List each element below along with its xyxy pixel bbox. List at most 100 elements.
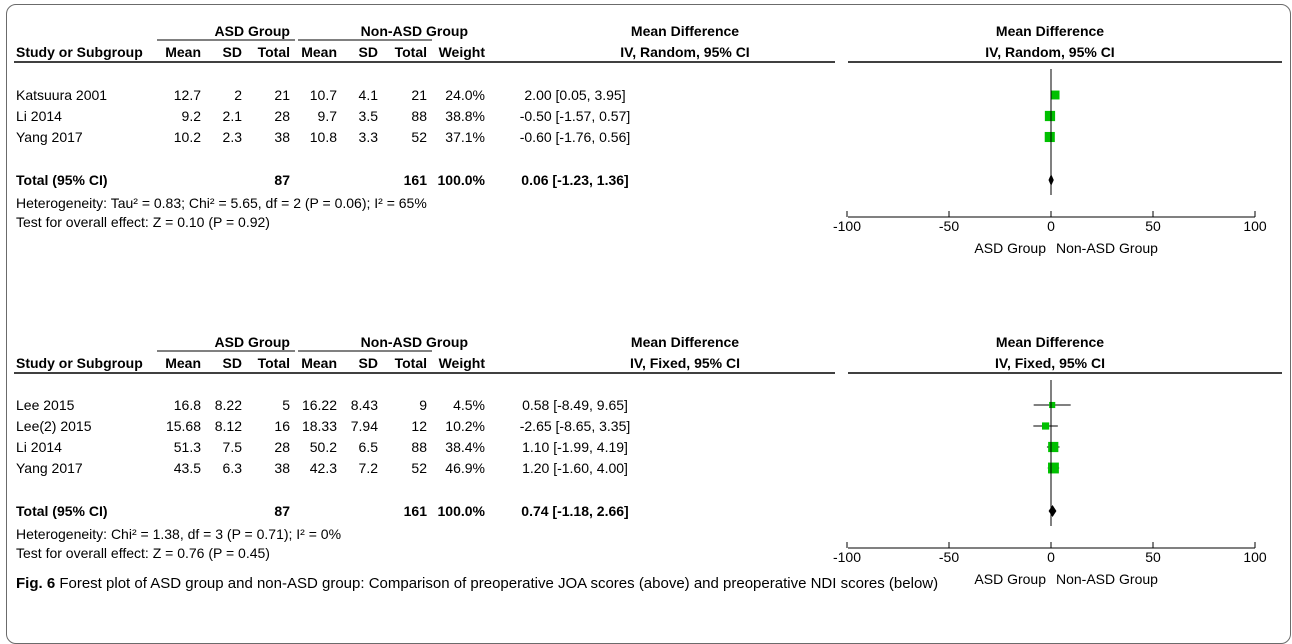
control-total: 9 [419, 397, 427, 413]
control-sd: 8.43 [351, 397, 378, 413]
column-header: Mean [165, 355, 201, 371]
column-header: Weight [439, 44, 486, 60]
control-mean: 50.2 [310, 439, 337, 455]
study-name: Li 2014 [16, 108, 62, 124]
x-tick-label: 50 [1145, 218, 1161, 234]
x-tick-label: -50 [939, 549, 959, 565]
favours-right-label: Non-ASD Group [1056, 240, 1158, 256]
control-sd: 6.5 [359, 439, 379, 455]
control-mean: 10.7 [310, 87, 337, 103]
control-total: 12 [411, 418, 427, 434]
control-total: 52 [411, 129, 427, 145]
control-total: 88 [411, 108, 427, 124]
favours-left-label: ASD Group [974, 240, 1046, 256]
column-header: SD [359, 44, 378, 60]
control-sd: 3.5 [359, 108, 379, 124]
x-tick-label: -50 [939, 218, 959, 234]
control-mean: 16.22 [302, 397, 337, 413]
exp-total: 38 [274, 129, 290, 145]
total-exp-n: 87 [274, 503, 290, 519]
heterogeneity-text: Heterogeneity: Chi² = 1.38, df = 3 (P = … [16, 526, 341, 542]
total-ci-text: 0.74 [-1.18, 2.66] [521, 503, 628, 519]
column-header: SD [223, 44, 242, 60]
column-header: IV, Fixed, 95% CI [630, 355, 740, 371]
column-header: Total [258, 355, 290, 371]
x-tick-label: 0 [1047, 549, 1055, 565]
study-weight: 10.2% [445, 418, 485, 434]
study-name: Yang 2017 [16, 460, 83, 476]
exp-sd: 8.22 [215, 397, 242, 413]
total-label: Total (95% CI) [16, 503, 108, 519]
study-name: Lee 2015 [16, 397, 75, 413]
study-marker [1041, 422, 1050, 430]
exp-sd: 2 [234, 87, 242, 103]
control-sd: 7.2 [359, 460, 379, 476]
column-header: Mean [165, 44, 201, 60]
exp-total: 28 [274, 439, 290, 455]
overall-effect-text: Test for overall effect: Z = 0.76 (P = 0… [16, 545, 270, 561]
control-total: 88 [411, 439, 427, 455]
caption-label: Fig. 6 [16, 575, 56, 592]
exp-total: 5 [282, 397, 290, 413]
total-ci-text: 0.06 [-1.23, 1.36] [521, 172, 628, 188]
control-sd: 3.3 [359, 129, 379, 145]
column-header: Study or Subgroup [16, 355, 143, 371]
control-total: 21 [411, 87, 427, 103]
column-header: Total [395, 44, 427, 60]
exp-sd: 6.3 [223, 460, 243, 476]
control-mean: 9.7 [318, 108, 338, 124]
control-sd: 7.94 [351, 418, 378, 434]
study-weight: 46.9% [445, 460, 485, 476]
control-total: 52 [411, 460, 427, 476]
figure-caption: Fig. 6 Forest plot of ASD group and non-… [16, 575, 938, 592]
study-ci-text: 1.10 [-1.99, 4.19] [522, 439, 628, 455]
plot-header-title: Mean Difference [996, 23, 1104, 39]
column-header: Total [258, 44, 290, 60]
column-header: Mean [301, 44, 337, 60]
column-header: SD [223, 355, 242, 371]
column-header: IV, Random, 95% CI [620, 44, 749, 60]
study-ci-text: -2.65 [-8.65, 3.35] [520, 418, 631, 434]
column-header: Study or Subgroup [16, 44, 143, 60]
x-tick-label: -100 [833, 549, 861, 565]
x-tick-label: 100 [1243, 218, 1267, 234]
header-effect: Mean Difference [631, 334, 739, 350]
forest-plot-figure: ASD Group Non-ASD Group Mean Difference Mea… [14, 23, 1282, 587]
column-header: Total [395, 355, 427, 371]
control-sd: 4.1 [359, 87, 379, 103]
study-marker [1044, 131, 1055, 143]
total-exp-n: 87 [274, 172, 290, 188]
exp-sd: 2.3 [223, 129, 243, 145]
header-exp-group: ASD Group [215, 334, 290, 350]
total-diamond [1048, 505, 1057, 517]
header-control-group: Non-ASD Group [361, 334, 468, 350]
exp-mean: 10.2 [174, 129, 201, 145]
overall-effect-text: Test for overall effect: Z = 0.10 (P = 0… [16, 214, 270, 230]
plot-header-method: IV, Fixed, 95% CI [995, 355, 1105, 371]
exp-sd: 2.1 [223, 108, 243, 124]
study-marker [1050, 90, 1060, 100]
study-ci-text: -0.60 [-1.76, 0.56] [520, 129, 631, 145]
header-control-group: Non-ASD Group [361, 23, 468, 39]
total-control-n: 161 [404, 172, 428, 188]
total-control-n: 161 [404, 503, 428, 519]
x-tick-label: -100 [833, 218, 861, 234]
exp-total: 28 [274, 108, 290, 124]
x-tick-label: 0 [1047, 218, 1055, 234]
exp-sd: 8.12 [215, 418, 242, 434]
total-label: Total (95% CI) [16, 172, 108, 188]
study-weight: 24.0% [445, 87, 485, 103]
study-name: Yang 2017 [16, 129, 83, 145]
control-mean: 42.3 [310, 460, 337, 476]
control-mean: 18.33 [302, 418, 337, 434]
study-ci-text: 1.20 [-1.60, 4.00] [522, 460, 628, 476]
x-tick-label: 50 [1145, 549, 1161, 565]
total-weight: 100.0% [438, 503, 486, 519]
study-marker [1044, 110, 1056, 122]
study-marker [1048, 441, 1059, 453]
study-name: Katsuura 2001 [16, 87, 107, 103]
exp-mean: 16.8 [174, 397, 201, 413]
column-header: SD [359, 355, 378, 371]
column-header: Mean [301, 355, 337, 371]
exp-mean: 43.5 [174, 460, 201, 476]
